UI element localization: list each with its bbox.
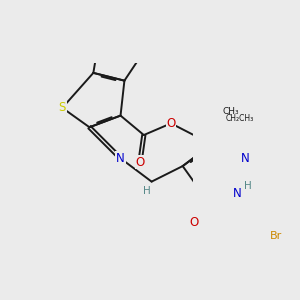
Text: O: O — [135, 156, 145, 169]
Text: O: O — [167, 117, 176, 130]
Text: S: S — [58, 101, 66, 114]
Text: H: H — [244, 181, 251, 191]
Text: O: O — [190, 216, 199, 229]
Text: N: N — [240, 152, 249, 165]
Text: N: N — [233, 187, 242, 200]
Text: N: N — [116, 152, 125, 165]
Text: Br: Br — [270, 231, 282, 241]
Text: CH₂CH₃: CH₂CH₃ — [225, 114, 254, 123]
Text: H: H — [143, 186, 151, 196]
Text: CH₃: CH₃ — [222, 107, 239, 116]
